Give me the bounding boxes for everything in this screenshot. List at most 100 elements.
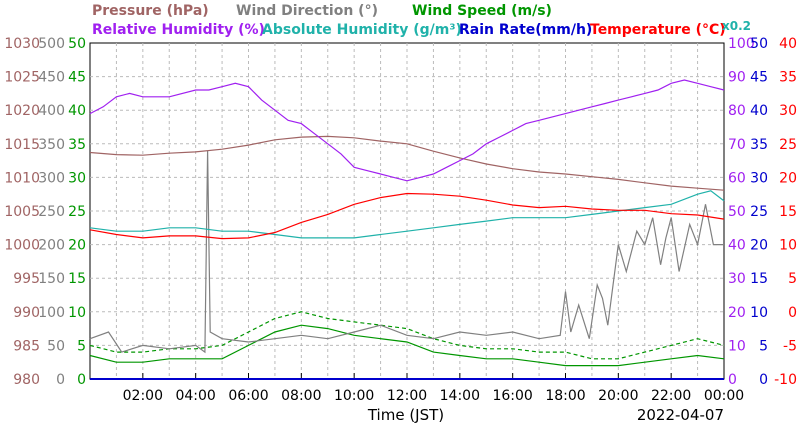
x-tick-label: 20:00 [598, 388, 638, 404]
y-tick-label-temperature: 25 [779, 137, 797, 153]
y-tick-label-humidity: 40 [728, 238, 746, 254]
y-tick-label-rain-rate: 0 [759, 372, 768, 388]
y-tick-label-pressure: 1015 [4, 137, 40, 153]
y-tick-label-pressure: 990 [13, 305, 40, 321]
x-tick-label: 04:00 [175, 388, 215, 404]
y-tick-label-wind-direction: 400 [38, 103, 65, 119]
x-tick-label: 00:00 [704, 388, 744, 404]
series-temperature-c [89, 192, 725, 240]
y-tick-label-wind-direction: 500 [38, 36, 65, 52]
y-tick-label-rain-rate: 25 [750, 204, 768, 220]
legend-absolute-humidity: Absolute Humidity (g/m³) [262, 22, 462, 38]
y-tick-label-wind-direction: 0 [56, 372, 65, 388]
y-tick-label-pressure: 980 [13, 372, 40, 388]
y-tick-label-humidity: 30 [728, 271, 746, 287]
y-tick-label-humidity: 70 [728, 137, 746, 153]
y-tick-label-pressure: 1005 [4, 204, 40, 220]
y-tick-label-pressure: 1000 [4, 238, 40, 254]
y-tick-label-humidity: 60 [728, 170, 746, 186]
y-tick-label-temperature: 35 [779, 70, 797, 86]
x-tick-label: 12:00 [387, 388, 427, 404]
legend-wind-speed: Wind Speed (m/s) [412, 3, 552, 19]
y-tick-label-temperature: -10 [774, 372, 797, 388]
y-tick-label-humidity: 100 [728, 36, 755, 52]
y-tick-label-humidity: 10 [728, 338, 746, 354]
legend-pressure: Pressure (hPa) [92, 3, 209, 19]
y-tick-label-wind-direction: 450 [38, 70, 65, 86]
y-tick-label-pressure: 1030 [4, 36, 40, 52]
legend-rain-rate: Rain Rate(mm/h) [459, 22, 592, 38]
y-tick-label-rain-rate: 15 [750, 271, 768, 287]
y-tick-label-rain-rate: 35 [750, 137, 768, 153]
y-tick-label-wind-speed: 40 [68, 103, 86, 119]
y-tick-label-rain-rate: 5 [759, 338, 768, 354]
series-layer [89, 79, 725, 380]
y-tick-label-temperature: 20 [779, 170, 797, 186]
y-tick-label-humidity: 0 [728, 372, 737, 388]
y-axes: 9809859909951000100510101015102010251030… [4, 36, 797, 388]
y-tick-label-humidity: 90 [728, 70, 746, 86]
y-tick-label-temperature: -5 [783, 338, 797, 354]
y-tick-label-wind-direction: 350 [38, 137, 65, 153]
x-tick-label: 06:00 [228, 388, 268, 404]
x-tick-label: 16:00 [492, 388, 532, 404]
y-tick-label-pressure: 1010 [4, 170, 40, 186]
series-relative-humidity [89, 79, 725, 182]
y-tick-label-rain-rate: 10 [750, 305, 768, 321]
series-wind-speed-m-s [89, 324, 725, 367]
x-tick-label: 02:00 [123, 388, 163, 404]
y-tick-label-wind-speed: 5 [77, 338, 86, 354]
y-tick-label-wind-speed: 25 [68, 204, 86, 220]
y-tick-label-wind-direction: 100 [38, 305, 65, 321]
series-pressure-hpa [89, 135, 725, 191]
x-tick-label: 08:00 [281, 388, 321, 404]
y-tick-label-temperature: 30 [779, 103, 797, 119]
y-tick-label-wind-speed: 15 [68, 271, 86, 287]
y-tick-label-rain-rate: 40 [750, 103, 768, 119]
legend-row-1: Pressure (hPa) Wind Direction (°) Wind S… [92, 3, 552, 19]
y-tick-label-pressure: 995 [13, 271, 40, 287]
y-tick-label-wind-direction: 200 [38, 238, 65, 254]
series-absolute-humidity-g-m [89, 190, 725, 239]
x-tick-label: 22:00 [651, 388, 691, 404]
y-tick-label-temperature: 40 [779, 36, 797, 52]
x-tick-label: 14:00 [440, 388, 480, 404]
y-tick-label-temperature: 15 [779, 204, 797, 220]
legend-temperature: Temperature (°C) [590, 22, 726, 38]
legend-row-2: Relative Humidity (%) Absolute Humidity … [92, 19, 751, 38]
y-tick-label-pressure: 1020 [4, 103, 40, 119]
x-tick-label: 10:00 [334, 388, 374, 404]
y-tick-label-wind-speed: 0 [77, 372, 86, 388]
legend-wind-direction: Wind Direction (°) [236, 3, 378, 19]
y-tick-label-temperature: 5 [788, 271, 797, 287]
y-tick-label-wind-speed: 50 [68, 36, 86, 52]
y-tick-label-wind-direction: 150 [38, 271, 65, 287]
y-tick-label-wind-direction: 50 [47, 338, 65, 354]
y-tick-label-temperature: 10 [779, 238, 797, 254]
legend-multiplier: x0.2 [722, 19, 751, 33]
y-tick-label-wind-speed: 35 [68, 137, 86, 153]
y-tick-label-humidity: 80 [728, 103, 746, 119]
y-tick-label-rain-rate: 45 [750, 70, 768, 86]
legend-relative-humidity: Relative Humidity (%) [92, 22, 265, 38]
y-tick-label-wind-direction: 300 [38, 170, 65, 186]
y-tick-label-wind-speed: 20 [68, 238, 86, 254]
x-tick-label: 18:00 [545, 388, 585, 404]
y-tick-label-wind-speed: 10 [68, 305, 86, 321]
y-tick-label-temperature: 0 [788, 305, 797, 321]
y-tick-label-rain-rate: 30 [750, 170, 768, 186]
x-axis-label: Time (JST) [367, 406, 444, 424]
y-tick-label-wind-speed: 45 [68, 70, 86, 86]
y-tick-label-pressure: 985 [13, 338, 40, 354]
y-tick-label-wind-direction: 250 [38, 204, 65, 220]
series-wind-speed-gust-m-s [89, 311, 725, 360]
y-tick-label-rain-rate: 20 [750, 238, 768, 254]
y-tick-label-pressure: 1025 [4, 70, 40, 86]
chart-date: 2022-04-07 [637, 406, 724, 424]
y-tick-label-humidity: 50 [728, 204, 746, 220]
y-tick-label-rain-rate: 50 [750, 36, 768, 52]
y-tick-label-wind-speed: 30 [68, 170, 86, 186]
y-tick-label-humidity: 20 [728, 305, 746, 321]
series-wind-direction [89, 150, 724, 354]
